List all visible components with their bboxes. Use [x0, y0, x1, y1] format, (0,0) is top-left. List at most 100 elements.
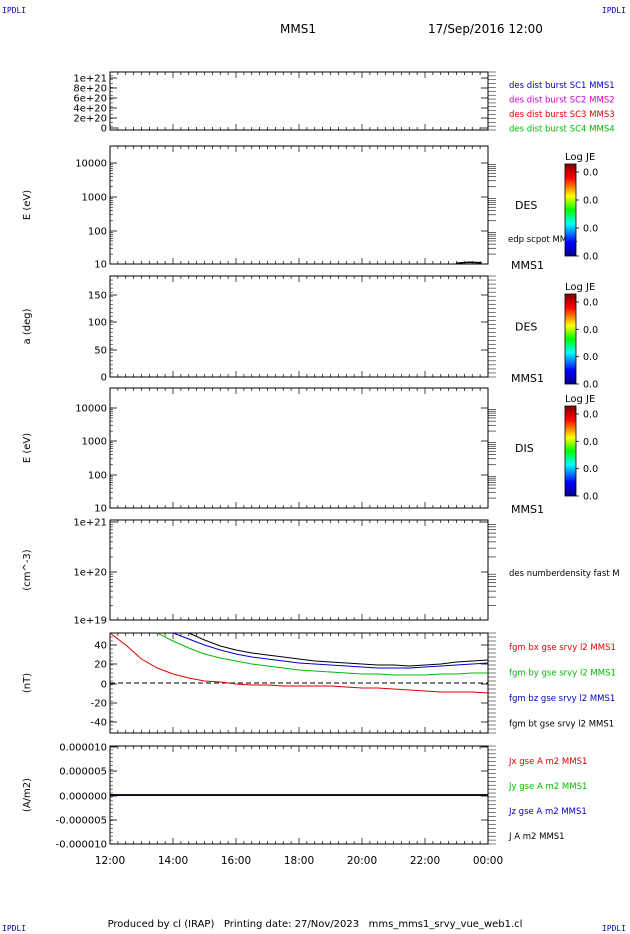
series-line [188, 632, 489, 667]
y-tick-label: -0.000005 [56, 816, 107, 827]
footer-script: mms_mms1_srvy_vue_web1.cl [368, 919, 523, 930]
panel-frame [109, 145, 489, 265]
corner-label-top-left: IPDLI [2, 6, 27, 15]
colorbar-tick-label: 0.0 [583, 224, 598, 235]
y-tick-label: -40 [91, 718, 107, 729]
y-axis-label: (nT) [22, 673, 33, 693]
y-tick-label: 4e+20 [73, 104, 107, 115]
colorbar-tick-label: 0.0 [583, 298, 598, 309]
y-tick-label: 0 [101, 373, 107, 384]
instrument-label: DIS [515, 442, 534, 455]
y-tick-label: 1000 [82, 437, 107, 448]
panel-des_pitch: 150 100 50 0 a (deg) DES MMS1 Log JE 0.0 0.0 0.0 0.… [22, 275, 598, 391]
x-tick-label: 00:00 [473, 855, 503, 867]
x-tick-label: 20:00 [347, 855, 377, 867]
legend-entry: Jx gse A m2 MMS1 [508, 757, 587, 767]
y-tick-label: 40 [94, 641, 107, 652]
series-line [172, 632, 489, 669]
panel-des_energy: 10000 1000 100 10 E (eV) edp scpot MMS1 DES MMS… [22, 145, 598, 272]
legend-entry: fgm bx gse srvy l2 MMS1 [509, 643, 616, 653]
x-tick-label: 18:00 [284, 855, 314, 867]
instrument-label: DES [515, 199, 537, 212]
colorbar-tick-label: 0.0 [583, 492, 598, 503]
colorbar [564, 163, 577, 257]
panel-frame [109, 71, 489, 131]
y-tick-label: 1e+20 [73, 568, 107, 579]
y-tick-label: 8e+20 [73, 84, 107, 95]
legend-entry: des dist burst SC1 MMS1 [509, 81, 615, 91]
colorbar-tick-label: 0.0 [583, 325, 598, 336]
colorbar-tick-label: 0.0 [583, 252, 598, 263]
legend-entry: J A m2 MMS1 [508, 832, 565, 842]
y-axis-label: a (deg) [22, 308, 33, 344]
y-tick-label: 1000 [82, 193, 107, 204]
y-axis-label: (A/m2) [22, 778, 33, 812]
panel-current: 0.000010 0.000005 0.000000 -0.000005 -0.0000… [22, 743, 587, 851]
series-line [109, 632, 489, 694]
colorbar-tick-label: 0.0 [583, 410, 598, 421]
x-tick-label: 22:00 [410, 855, 440, 867]
legend-entry: Jy gse A m2 MMS1 [508, 782, 587, 792]
x-tick-label: 12:00 [95, 855, 125, 867]
y-tick-label: -20 [91, 699, 107, 710]
overlay-line [456, 261, 482, 265]
y-axis-label: E (eV) [22, 190, 33, 220]
panel-density: 1e+21 1e+20 1e+19 (cm^-3) des numberdensity … [22, 518, 620, 627]
x-tick-label: 14:00 [158, 855, 188, 867]
spacecraft-label: MMS1 [511, 372, 544, 385]
legend-entry: fgm bt gse srvy l2 MMS1 [509, 720, 614, 730]
colorbar [564, 293, 577, 385]
x-tick-label: 16:00 [221, 855, 251, 867]
legend-entry: des dist burst SC4 MMS4 [509, 125, 615, 135]
y-tick-label: 0.000000 [59, 792, 107, 803]
footer-producer: Produced by cl (IRAP) [107, 919, 215, 930]
y-tick-label: 150 [88, 291, 107, 302]
instrument-label: DES [515, 321, 537, 334]
colorbar-tick-label: 0.0 [583, 352, 598, 363]
panel-frame [109, 519, 489, 621]
legend-entry: fgm by gse srvy l2 MMS1 [509, 669, 616, 679]
colorbar [564, 405, 577, 497]
corner-label-bottom-left: IPDLI [2, 924, 27, 933]
y-tick-label: 10000 [75, 404, 107, 415]
y-tick-label: 10 [94, 504, 107, 515]
footer-printing-date: Printing date: 27/Nov/2023 [223, 919, 360, 930]
y-tick-label: -0.000010 [56, 840, 107, 851]
legend-entry: des dist burst SC3 MMS3 [509, 110, 615, 120]
panel-dis_energy: 10000 1000 100 10 E (eV) DIS MMS1 Log JE 0.0 0.0 0… [22, 387, 598, 516]
colorbar-tick-label: 0.0 [583, 380, 598, 391]
colorbar-title: Log JE [565, 394, 595, 405]
legend-entry: des numberdensity fast M [509, 569, 620, 579]
panel-frame [109, 275, 489, 378]
colorbar-tick-label: 0.0 [583, 168, 598, 179]
y-tick-label: 0.000010 [59, 743, 107, 754]
legend-entry: des dist burst SC2 MMS2 [509, 96, 615, 106]
y-axis-label: (cm^-3) [22, 549, 33, 590]
colorbar-title: Log JE [565, 282, 595, 293]
y-tick-label: 100 [88, 227, 107, 238]
y-tick-label: 0.000005 [59, 767, 107, 778]
y-axis-label: E (eV) [22, 433, 33, 463]
series-line [157, 632, 488, 676]
footer: Produced by cl (IRAP) Printing date: 27/… [0, 919, 630, 930]
y-tick-label: 10000 [75, 159, 107, 170]
y-tick-label: 6e+20 [73, 94, 107, 105]
legend-entry: fgm bz gse srvy l2 MMS1 [509, 694, 615, 704]
spacecraft-title: MMS1 [280, 22, 316, 36]
y-tick-label: 100 [88, 318, 107, 329]
corner-label-bottom-right: IPDLI [601, 924, 626, 933]
spacecraft-label: MMS1 [511, 259, 544, 272]
y-tick-label: 50 [94, 346, 107, 357]
corner-label-top-right: IPDLI [601, 6, 626, 15]
legend-entry: Jz gse A m2 MMS1 [508, 807, 587, 817]
overlay-label: edp scpot MMS1 [508, 235, 578, 245]
panel-frame [109, 387, 489, 509]
colorbar-tick-label: 0.0 [583, 196, 598, 207]
colorbar-title: Log JE [565, 152, 595, 163]
y-tick-label: 0 [101, 680, 107, 691]
y-tick-label: 100 [88, 471, 107, 482]
panel-fgm: 40 20 0 -20 -40 (nT) fgm bx gse srvy l2 MMS1 fg… [22, 632, 616, 734]
y-tick-label: 1e+21 [73, 74, 107, 85]
